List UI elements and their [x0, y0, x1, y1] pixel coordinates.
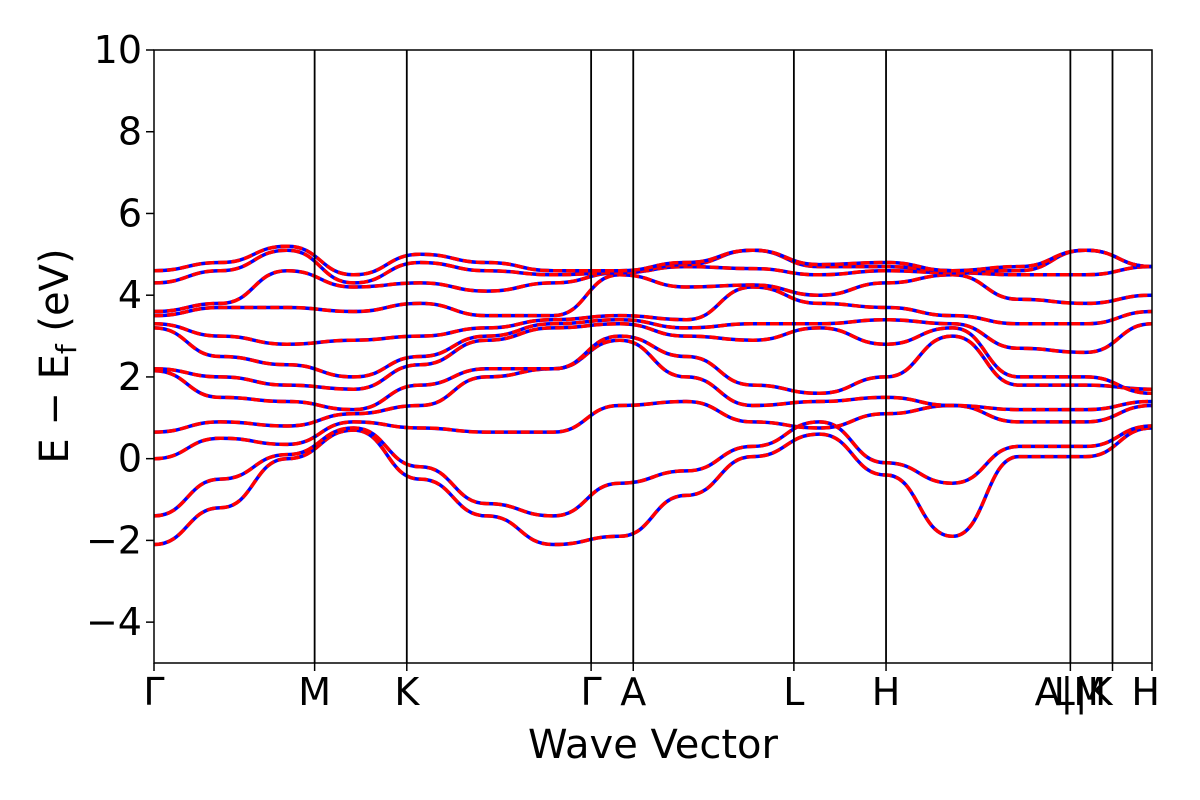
y-tick-label: 4 [118, 273, 142, 317]
y-axis-title: E − Ef (eV) [32, 248, 83, 463]
band-line-spin-up [153, 285, 1153, 346]
band-line-spin-up [153, 273, 1153, 318]
band-line-spin-down [153, 426, 1153, 547]
high-symmetry-lines [313, 50, 1114, 663]
y-axis-title-sub: f [50, 343, 83, 354]
x-tick-label: L|K [1054, 670, 1114, 715]
band-line-spin-up [153, 244, 1153, 277]
plot-frame [153, 49, 1153, 664]
y-axis-ticks: −4 −2 0 2 4 6 8 10 [86, 28, 154, 644]
x-tick-label: A|M [1035, 670, 1107, 715]
x-tick-label: Γ [143, 670, 164, 714]
y-axis-title-unit: (eV) [32, 248, 78, 344]
band-line-spin-up [153, 420, 1153, 518]
y-axis-title-main: E − E [32, 354, 78, 464]
band-line-spin-up [153, 264, 1153, 314]
x-tick-label: Γ [581, 670, 602, 714]
x-tick-label: A [620, 670, 646, 714]
x-axis-ticks: Γ M K Γ A L H A|ML|K H [143, 663, 1160, 715]
x-axis-title: Wave Vector [528, 722, 779, 768]
y-tick-label: −2 [86, 518, 142, 562]
band-line-spin-down [153, 420, 1153, 518]
band-line-spin-up [153, 248, 1153, 285]
x-tick-label: K [394, 670, 420, 714]
band-line-spin-up [153, 317, 1153, 379]
x-tick-label: M [298, 670, 331, 714]
x-tick-label: L [783, 670, 804, 714]
bands-layer [153, 244, 1153, 547]
y-tick-label: 2 [118, 355, 142, 399]
x-tick-label: H [872, 670, 901, 714]
y-tick-label: 6 [118, 191, 142, 235]
band-line-spin-up [153, 338, 1153, 434]
band-line-spin-up [153, 399, 1153, 461]
y-tick-label: −4 [86, 600, 142, 644]
band-line-spin-up [153, 334, 1153, 412]
y-tick-label: 10 [94, 28, 142, 72]
band-line-spin-up [153, 426, 1153, 547]
band-line-spin-up [153, 322, 1153, 396]
y-tick-label: 8 [118, 110, 142, 154]
y-tick-label: 0 [118, 437, 142, 481]
x-tick-label: H [1131, 670, 1160, 714]
